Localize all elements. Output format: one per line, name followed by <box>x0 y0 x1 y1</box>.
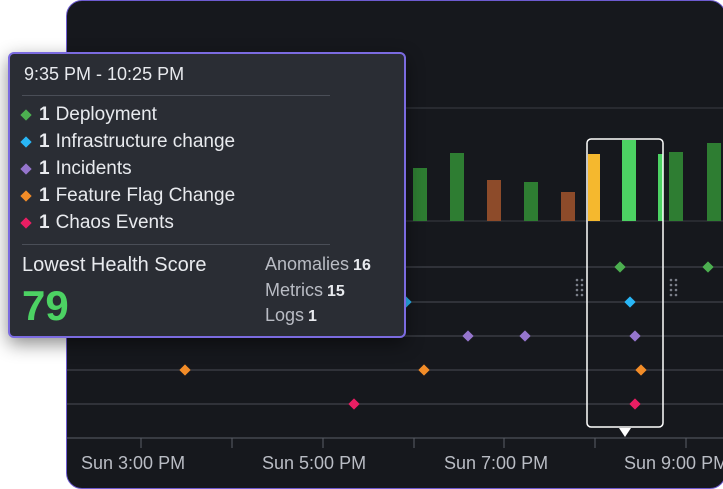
stat-label: Anomalies <box>265 254 350 274</box>
tooltip-divider-bottom <box>22 244 330 245</box>
stat-metrics: Metrics 15 <box>265 280 345 301</box>
event-label: Deployment <box>55 104 157 125</box>
histogram-bar <box>588 154 600 221</box>
event-row-infrastructure: 1 Infrastructure change <box>20 131 236 153</box>
stat-label: Logs <box>265 305 305 325</box>
event-marker <box>635 364 647 376</box>
drag-handle-dot <box>669 283 673 287</box>
drag-handle-dot <box>669 293 673 297</box>
stat-value: 16 <box>353 257 371 274</box>
event-marker <box>418 364 430 376</box>
drag-handle-dot <box>674 288 678 292</box>
event-row-incidents: 1 Incidents <box>20 158 132 180</box>
axis-tick-label-1: Sun 5:00 PM <box>262 453 367 473</box>
event-marker <box>629 398 641 410</box>
event-marker <box>702 261 714 273</box>
incidents-diamond-icon <box>20 163 32 175</box>
event-row-chaos: 1 Chaos Events <box>20 212 174 234</box>
drag-handle-dot <box>674 278 678 282</box>
histogram-bar <box>413 168 427 221</box>
lowest-health-score-value: 79 <box>22 282 69 329</box>
event-count: 1 <box>39 212 50 233</box>
drag-handle-dot <box>580 293 584 297</box>
event-marker <box>348 398 360 410</box>
axis-tick-label-0: Sun 3:00 PM <box>81 453 186 473</box>
event-row-feature-flag: 1 Feature Flag Change <box>20 185 236 207</box>
drag-handle-dot <box>575 283 579 287</box>
event-marker <box>624 296 636 308</box>
feature-flag-diamond-icon <box>20 190 32 202</box>
event-label: Feature Flag Change <box>55 185 236 206</box>
drag-handle-dot <box>669 278 673 282</box>
drag-handle-dot <box>674 283 678 287</box>
drag-handle-dot <box>575 278 579 282</box>
histogram-bar <box>658 154 663 221</box>
event-count: 1 <box>39 131 50 152</box>
infrastructure-diamond-icon <box>20 136 32 148</box>
selection-window <box>586 138 664 428</box>
lowest-health-score-label: Lowest Health Score <box>22 254 207 276</box>
drag-handle-dot <box>580 283 584 287</box>
drag-handle-dot <box>669 288 673 292</box>
histogram-bar <box>524 182 538 221</box>
drag-handle-dot <box>580 278 584 282</box>
time-range: 9:35 PM - 10:25 PM <box>24 64 185 84</box>
event-label: Chaos Events <box>55 212 174 233</box>
stat-anomalies: Anomalies 16 <box>265 254 371 275</box>
histogram-bar <box>450 153 464 221</box>
stat-label: Metrics <box>265 280 323 300</box>
drag-handle-dot <box>575 288 579 292</box>
drag-handle-dot <box>580 288 584 292</box>
histogram-bar <box>487 180 501 221</box>
axis-tick-label-2: Sun 7:00 PM <box>444 453 549 473</box>
deployment-diamond-icon <box>20 109 32 121</box>
histogram-bar <box>622 140 636 221</box>
selection-pointer-icon <box>619 428 631 437</box>
event-row-deployment: 1 Deployment <box>20 104 157 126</box>
stat-value: 1 <box>308 308 317 325</box>
event-count: 1 <box>39 185 50 206</box>
event-label: Incidents <box>55 158 132 179</box>
event-label: Infrastructure change <box>55 131 236 152</box>
tooltip-divider-top <box>22 95 330 96</box>
event-marker <box>179 364 191 376</box>
event-marker <box>614 261 626 273</box>
stat-logs: Logs 1 <box>265 305 317 326</box>
event-summary-tooltip: 9:35 PM - 10:25 PM 1 Deployment 1 Infras… <box>8 52 406 338</box>
histogram-bar <box>707 143 721 221</box>
histogram-bar <box>561 192 575 221</box>
event-count: 1 <box>39 158 50 179</box>
event-count: 1 <box>39 104 50 125</box>
drag-handle-dot <box>674 293 678 297</box>
stat-value: 15 <box>327 283 345 300</box>
event-marker <box>519 330 531 342</box>
chaos-diamond-icon <box>20 217 32 229</box>
event-marker <box>462 330 474 342</box>
axis-tick-label-3: Sun 9:00 PM <box>624 453 723 473</box>
event-marker <box>629 330 641 342</box>
histogram-bar <box>669 152 683 221</box>
drag-handle-dot <box>575 293 579 297</box>
